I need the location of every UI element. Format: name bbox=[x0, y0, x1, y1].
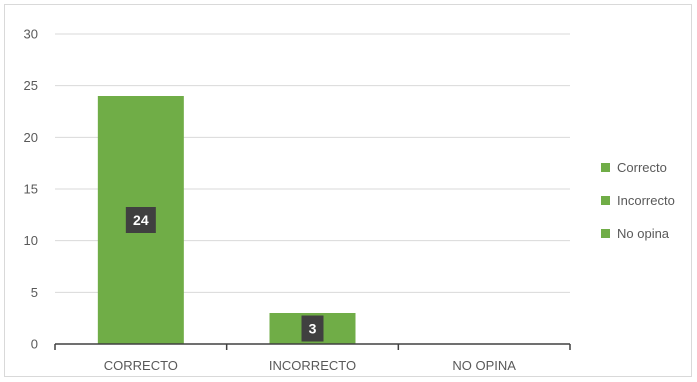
x-category-label: CORRECTO bbox=[104, 358, 178, 373]
legend: Correcto Incorrecto No opina bbox=[601, 160, 675, 241]
legend-swatch bbox=[601, 229, 610, 238]
legend-swatch bbox=[601, 163, 610, 172]
data-label-box bbox=[301, 315, 324, 342]
bars: 24 3 bbox=[97, 96, 356, 344]
y-tick-label: 0 bbox=[31, 337, 38, 352]
legend-label: Correcto bbox=[617, 160, 667, 175]
y-tick-label: 5 bbox=[31, 285, 38, 300]
x-category-label: INCORRECTO bbox=[269, 358, 356, 373]
data-label: 24 bbox=[133, 212, 149, 228]
data-label: 3 bbox=[309, 321, 317, 337]
x-category-label: NO OPINA bbox=[452, 358, 516, 373]
legend-label: Incorrecto bbox=[617, 193, 675, 208]
y-tick-label: 30 bbox=[24, 27, 38, 42]
y-tick-label: 10 bbox=[24, 233, 38, 248]
legend-swatch bbox=[601, 196, 610, 205]
y-tick-label: 25 bbox=[24, 78, 38, 93]
y-tick-label: 20 bbox=[24, 130, 38, 145]
y-axis-ticks: 0 5 10 15 20 25 30 bbox=[24, 27, 38, 352]
y-tick-label: 15 bbox=[24, 182, 38, 197]
data-label-box bbox=[125, 207, 156, 233]
legend-label: No opina bbox=[617, 226, 670, 241]
x-axis: CORRECTO INCORRECTO NO OPINA bbox=[54, 343, 571, 373]
